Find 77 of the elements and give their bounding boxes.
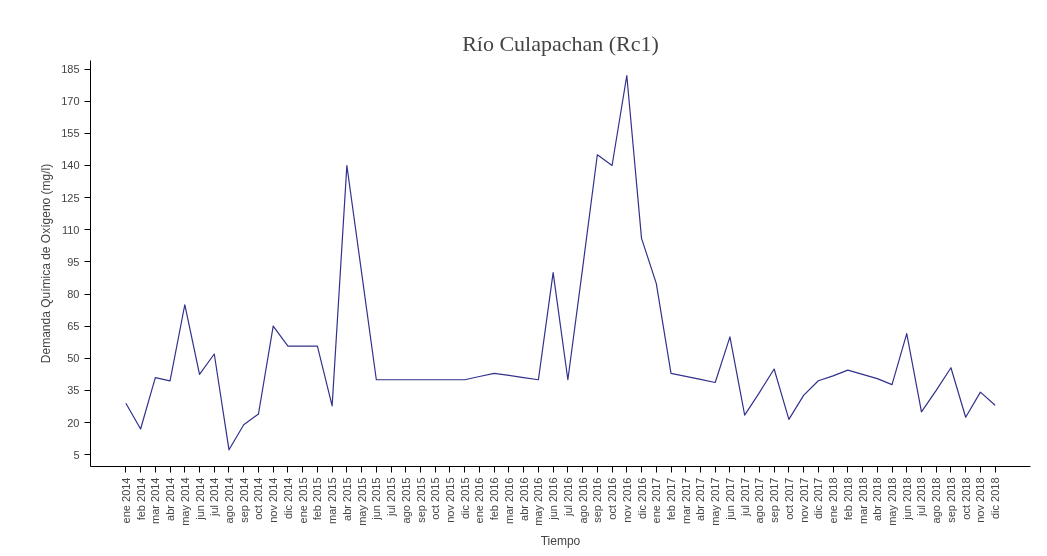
- x-tick-label: mar 2016: [502, 477, 515, 524]
- x-tick-label: oct 2018: [959, 477, 972, 520]
- x-tick-label: jun 2014: [193, 477, 206, 521]
- x-tick-label: jul 2018: [915, 477, 928, 518]
- x-tick-label: nov 2014: [267, 477, 280, 523]
- x-tick-label: abr 2017: [694, 477, 707, 521]
- x-tick-label: may 2018: [886, 477, 898, 526]
- x-tick-label: feb 2018: [841, 477, 854, 521]
- y-tick-label: 65: [67, 320, 80, 333]
- x-tick-label: ene 2017: [650, 477, 663, 524]
- x-tick-label: nov 2016: [620, 477, 633, 523]
- x-tick-label: abr 2015: [340, 477, 353, 521]
- x-tick-label: dic 2015: [458, 477, 471, 520]
- y-tick-label: 170: [61, 95, 80, 108]
- x-tick-label: mar 2014: [149, 477, 162, 524]
- x-tick-label: ago 2018: [930, 477, 943, 524]
- x-tick-label: ene 2014: [119, 477, 132, 524]
- line-series: [125, 74, 996, 451]
- x-tick-label: nov 2015: [444, 477, 456, 523]
- x-tick-label: jul 2017: [738, 477, 751, 518]
- y-tick-label: 20: [67, 416, 80, 429]
- x-tick-label: jun 2018: [900, 477, 913, 521]
- x-tick-label: mar 2015: [326, 477, 339, 524]
- x-tick-label: jun 2016: [547, 477, 560, 521]
- x-tick-label: oct 2016: [606, 477, 619, 520]
- x-tick-label: ago 2017: [753, 477, 766, 524]
- x-tick-label: abr 2018: [871, 477, 884, 521]
- y-tick-label: 95: [67, 255, 80, 268]
- y-tick-label: 155: [61, 127, 80, 140]
- y-tick-label: 80: [67, 288, 80, 301]
- x-tick-label: jul 2016: [561, 477, 574, 518]
- x-tick-label: mar 2017: [679, 477, 692, 524]
- x-tick-label: abr 2014: [164, 477, 177, 521]
- x-tick-label: sep 2018: [944, 477, 957, 523]
- x-tick-label: may 2017: [709, 477, 722, 526]
- x-tick-label: ene 2016: [473, 477, 486, 524]
- x-tick-label: jun 2015: [370, 477, 383, 521]
- x-axis-title: Tiempo: [540, 533, 581, 548]
- x-tick-label: sep 2016: [591, 477, 604, 523]
- x-tick-label: sep 2014: [237, 477, 250, 523]
- x-tick-label: ene 2018: [827, 477, 840, 524]
- x-tick-label: jun 2017: [723, 477, 736, 521]
- y-tick-label: 140: [61, 159, 80, 172]
- x-tick-label: dic 2018: [989, 477, 1002, 520]
- x-tick-label: abr 2016: [517, 477, 530, 521]
- x-tick-label: feb 2014: [134, 477, 147, 521]
- x-tick-label: may 2014: [178, 477, 191, 526]
- x-tick-label: jul 2014: [208, 477, 221, 518]
- x-tick-label: feb 2017: [665, 477, 677, 521]
- y-tick-label: 125: [61, 191, 80, 204]
- x-tick-label: oct 2015: [429, 477, 442, 520]
- x-tick-label: mar 2018: [856, 477, 869, 524]
- x-tick-label: feb 2015: [311, 477, 324, 521]
- x-tick-label: sep 2017: [768, 477, 781, 523]
- x-tick-label: nov 2018: [974, 477, 987, 523]
- x-tick-label: dic 2014: [281, 477, 294, 520]
- x-tick-label: ago 2016: [576, 477, 589, 524]
- x-tick-label: dic 2017: [812, 477, 825, 520]
- chart-title: Río Culapachan (Rc1): [462, 30, 659, 56]
- x-tick-label: ago 2014: [223, 477, 235, 524]
- y-axis-title: Demanda Química de Oxígeno (mg/l): [39, 163, 54, 364]
- y-tick-label: 110: [61, 223, 80, 236]
- y-tick-label: 185: [61, 63, 80, 76]
- x-tick-label: oct 2014: [252, 477, 265, 520]
- x-tick-label: may 2015: [355, 477, 368, 526]
- y-tick-label: 50: [67, 352, 80, 365]
- x-tick-label: ago 2015: [399, 477, 412, 524]
- x-tick-label: nov 2017: [797, 477, 810, 523]
- x-tick-label: feb 2016: [488, 477, 501, 521]
- x-tick-label: oct 2017: [782, 477, 795, 520]
- y-tick-label: 35: [67, 384, 80, 397]
- x-tick-label: ene 2015: [296, 477, 309, 524]
- x-tick-label: may 2016: [532, 477, 545, 526]
- x-tick-label: dic 2016: [635, 477, 648, 520]
- x-tick-label: sep 2015: [414, 477, 427, 523]
- y-tick-label: 5: [73, 448, 80, 461]
- x-tick-label: jul 2015: [385, 477, 398, 518]
